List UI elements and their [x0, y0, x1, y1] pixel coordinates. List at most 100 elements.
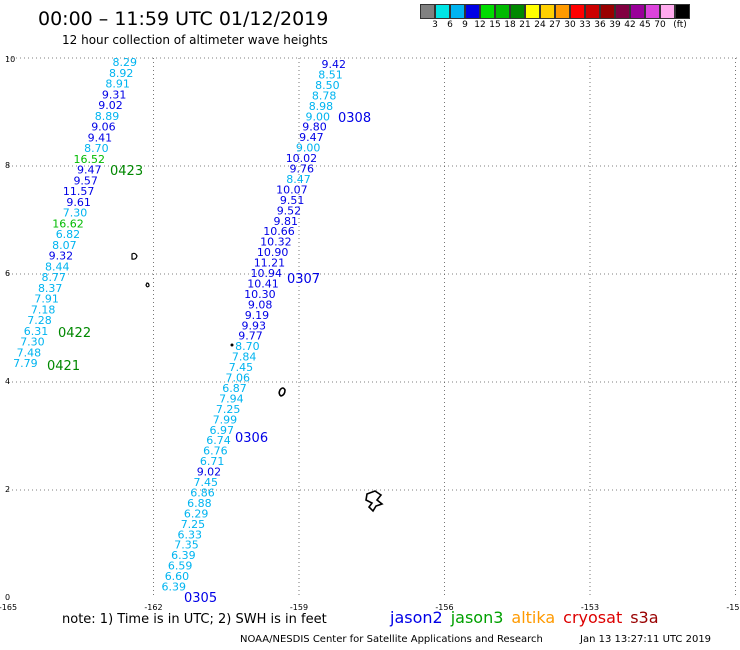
legend-tick-label: 33 — [579, 20, 591, 30]
island-outline — [365, 490, 384, 513]
wave-height-label: 9.93 — [242, 319, 267, 332]
wave-height-label: 8.98 — [309, 100, 334, 113]
satellite-legend-item: jason2 — [390, 608, 443, 627]
wave-height-label: 7.79 — [13, 357, 38, 370]
wave-height-label: 7.35 — [174, 539, 199, 552]
wave-height-label: 10.32 — [260, 236, 292, 249]
legend-swatch — [510, 4, 525, 19]
wave-height-label: 7.99 — [213, 413, 238, 426]
wave-height-label: 10.07 — [276, 183, 308, 196]
satellite-legend-item: s3a — [630, 608, 659, 627]
wave-height-label: 8.37 — [38, 282, 63, 295]
wave-height-label: 10.90 — [257, 246, 289, 259]
island-outline — [278, 387, 286, 397]
satellite-legend-item: altika — [511, 608, 556, 627]
wave-height-label: 7.30 — [20, 336, 45, 349]
wave-height-label: 6.86 — [190, 486, 215, 499]
legend-swatch — [630, 4, 645, 19]
wave-height-label: 8.29 — [113, 56, 138, 69]
wave-height-label: 6.60 — [165, 570, 190, 583]
y-axis-tick-label: 2 — [5, 485, 10, 494]
wave-height-label: 8.91 — [105, 78, 130, 91]
legend-tick-label: 39 — [609, 20, 621, 30]
legend-tick-label: 9 — [462, 20, 468, 30]
wave-height-label: 9.77 — [238, 330, 263, 343]
y-axis-tick-label: 6 — [5, 269, 10, 278]
wave-height-label: 9.19 — [245, 309, 270, 322]
legend-tick-label: 70 — [654, 20, 666, 30]
orbit-number-label: 0308 — [338, 111, 371, 126]
x-axis-tick-label: -153 — [581, 603, 599, 612]
legend-swatch — [615, 4, 630, 19]
wave-height-label: 10.02 — [286, 152, 318, 165]
wave-height-label: 7.06 — [226, 372, 251, 385]
wave-height-label: 9.02 — [98, 99, 123, 112]
wave-height-label: 7.84 — [232, 351, 257, 364]
wave-height-label: 7.48 — [17, 346, 42, 359]
wave-height-label: 9.80 — [302, 121, 327, 134]
wave-height-label: 7.18 — [31, 303, 56, 316]
y-axis-tick-label: 10 — [5, 55, 15, 64]
wave-height-label: 9.61 — [66, 196, 91, 209]
wave-height-label: 11.57 — [63, 185, 95, 198]
wave-height-label: 8.70 — [235, 340, 260, 353]
wave-height-label: 8.47 — [286, 173, 311, 186]
wave-height-label: 10.94 — [251, 267, 283, 280]
legend-tick-label: 15 — [489, 20, 501, 30]
legend-unit-label: (ft) — [673, 20, 687, 30]
x-axis-tick-label: -156 — [435, 603, 453, 612]
wave-height-label: 9.08 — [248, 298, 273, 311]
legend-swatch — [480, 4, 495, 19]
wave-height-label: 9.32 — [49, 250, 74, 263]
wave-height-label: 9.00 — [296, 142, 321, 155]
orbit-number-label: 0307 — [287, 272, 320, 287]
wave-height-label: 8.77 — [42, 271, 67, 284]
wave-height-label: 6.88 — [187, 497, 212, 510]
footer-note: note: 1) Time is in UTC; 2) SWH is in fe… — [62, 612, 327, 627]
orbit-number-label: 0422 — [58, 326, 91, 341]
wave-height-label: 8.07 — [52, 239, 77, 252]
legend-tick-label: 6 — [447, 20, 453, 30]
legend-swatch — [525, 4, 540, 19]
wave-height-label: 9.42 — [322, 58, 347, 71]
island-outline — [131, 252, 138, 260]
wave-height-label: 6.71 — [200, 455, 225, 468]
wave-height-label: 6.74 — [206, 434, 231, 447]
legend-tick-label: 27 — [549, 20, 561, 30]
wave-height-label: 8.51 — [318, 68, 343, 81]
wave-height-label: 7.45 — [194, 476, 219, 489]
wave-height-label: 9.76 — [290, 163, 315, 176]
wave-height-label: 10.41 — [247, 277, 279, 290]
legend-swatch — [585, 4, 600, 19]
orbit-labels: 0423 0422 0421 0308 0307 0306 0305 — [47, 111, 371, 606]
legend-swatch — [645, 4, 660, 19]
y-axis-tick-label: 4 — [5, 377, 10, 386]
legend-tick-label: 45 — [639, 20, 651, 30]
wave-height-label: 8.92 — [109, 67, 134, 80]
legend-swatch — [600, 4, 615, 19]
legend-swatch — [660, 4, 675, 19]
legend-tick-label: 24 — [534, 20, 546, 30]
island-outline — [145, 282, 150, 288]
orbit-number-label: 0421 — [47, 359, 80, 374]
wave-height-label: 10.30 — [244, 288, 276, 301]
legend-swatch — [450, 4, 465, 19]
legend-tick-label: 12 — [474, 20, 486, 30]
island-outline — [230, 343, 234, 347]
wave-height-label: 6.33 — [178, 528, 203, 541]
wave-height-label: 6.31 — [24, 325, 49, 338]
wave-height-label: 6.39 — [162, 581, 187, 594]
wave-height-label: 9.47 — [299, 131, 324, 144]
wave-height-label: 16.62 — [52, 217, 84, 230]
wave-height-label: 7.25 — [216, 403, 241, 416]
generation-timestamp: Jan 13 13:27:11 UTC 2019 — [580, 634, 712, 645]
wave-height-label: 8.78 — [312, 89, 337, 102]
wave-height-label: 11.21 — [254, 257, 286, 270]
wave-height-label: 9.31 — [102, 88, 127, 101]
wave-height-label: 8.50 — [315, 79, 340, 92]
wave-height-label: 6.76 — [203, 445, 228, 458]
wave-height-label: 6.82 — [56, 228, 81, 241]
wave-height-label: 9.00 — [306, 110, 331, 123]
legend-tick-label: 3 — [432, 20, 438, 30]
legend-swatch — [540, 4, 555, 19]
